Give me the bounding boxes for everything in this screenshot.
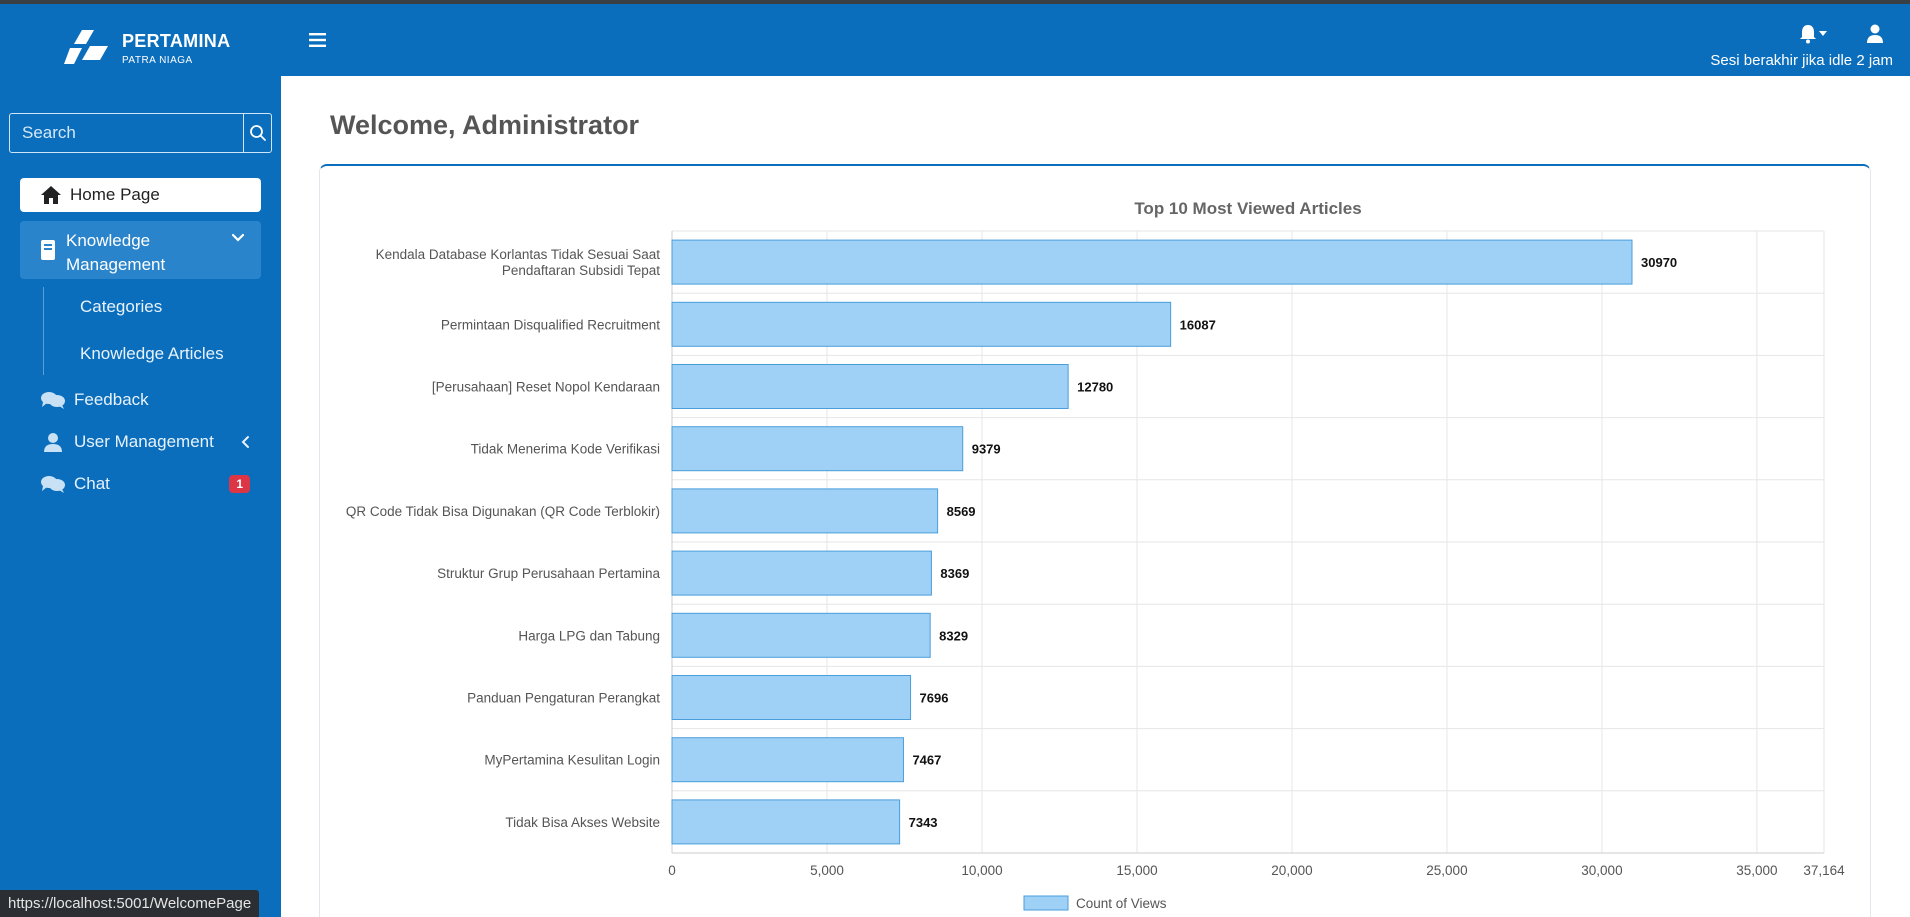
brand-logo[interactable]: PERTAMINA PATRA NIAGA xyxy=(64,28,230,68)
sidebar-item-label: Home Page xyxy=(70,185,160,204)
browser-status-url: https://localhost:5001/WelcomePage xyxy=(0,890,260,917)
chat-unread-badge: 1 xyxy=(229,475,250,493)
data-label: 7467 xyxy=(912,753,941,768)
bar xyxy=(671,364,1069,409)
sidebar-item-categories[interactable]: Categories xyxy=(80,297,163,316)
sidebar-item-knowledge-articles[interactable]: Knowledge Articles xyxy=(80,344,224,363)
sidebar-item-chat[interactable]: Chat 1 xyxy=(40,474,250,494)
data-label: 8329 xyxy=(939,628,968,643)
x-tick-label: 25,000 xyxy=(1426,863,1467,878)
hamburger-icon xyxy=(309,33,326,47)
data-label: 12780 xyxy=(1077,380,1113,395)
sidebar-item-knowledge-management[interactable]: Knowledge Management xyxy=(20,221,261,279)
window-top-strip xyxy=(0,0,1910,4)
menu-toggle-button[interactable] xyxy=(309,32,327,53)
bar xyxy=(671,550,932,596)
bell-icon xyxy=(1800,25,1816,44)
bar xyxy=(671,799,901,845)
category-label: MyPertamina Kesulitan Login xyxy=(484,753,660,768)
bar xyxy=(671,737,904,783)
x-tick-label: 20,000 xyxy=(1271,863,1312,878)
category-label: QR Code Tidak Bisa Digunakan (QR Code Te… xyxy=(346,504,660,519)
chart-card: Top 10 Most Viewed Articles 30970 Kendala … xyxy=(319,164,1871,917)
category-label: Pendaftaran Subsidi Tepat xyxy=(502,263,660,278)
sidebar-item-user-management[interactable]: User Management xyxy=(40,432,250,452)
sidebar-item-label: User Management xyxy=(74,432,214,451)
book-icon xyxy=(41,240,55,260)
bar xyxy=(671,488,939,534)
search-button[interactable] xyxy=(243,114,271,152)
x-tick-label: 30,000 xyxy=(1581,863,1622,878)
x-tick-label: 0 xyxy=(668,863,676,878)
bar xyxy=(671,301,1172,347)
x-tick-label: 37,164 xyxy=(1803,863,1845,878)
legend-label: Count of Views xyxy=(1076,896,1167,911)
chevron-left-icon xyxy=(241,436,249,448)
submenu-rail xyxy=(43,287,44,375)
x-tick-label: 35,000 xyxy=(1736,863,1777,878)
chat-icon xyxy=(41,476,65,493)
sidebar: PERTAMINA PATRA NIAGA Home Page Knowledg… xyxy=(0,4,281,917)
sidebar-search xyxy=(9,113,272,153)
legend-swatch xyxy=(1023,895,1069,911)
category-label: Panduan Pengaturan Perangkat xyxy=(467,691,660,706)
data-label: 8369 xyxy=(940,566,969,581)
sidebar-item-label: Chat xyxy=(74,474,110,493)
brand-subtitle: PATRA NIAGA xyxy=(122,54,193,66)
category-label: Struktur Grup Perusahaan Pertamina xyxy=(437,566,660,581)
bar xyxy=(671,426,964,472)
notifications-dropdown[interactable] xyxy=(1799,24,1827,44)
data-label: 8569 xyxy=(947,504,976,519)
brand-name: PERTAMINA xyxy=(122,30,231,51)
x-tick-label: 15,000 xyxy=(1116,863,1157,878)
sidebar-item-label: Feedback xyxy=(74,390,149,409)
page-title: Welcome, Administrator xyxy=(330,110,640,140)
category-label: Harga LPG dan Tabung xyxy=(518,628,660,643)
sidebar-item-home[interactable]: Home Page xyxy=(20,178,261,212)
sidebar-item-label: Knowledge Management xyxy=(66,231,166,274)
category-label: [Perusahaan] Reset Nopol Kendaraan xyxy=(432,380,660,395)
category-label: Kendala Database Korlantas Tidak Sesuai … xyxy=(376,247,661,262)
chevron-down-icon xyxy=(231,233,245,242)
category-label: Permintaan Disqualified Recruitment xyxy=(441,317,660,332)
x-tick-label: 5,000 xyxy=(810,863,844,878)
data-label: 9379 xyxy=(972,442,1001,457)
bar xyxy=(671,239,1633,285)
bar xyxy=(671,612,931,658)
home-icon xyxy=(41,186,61,204)
sidebar-item-feedback[interactable]: Feedback xyxy=(40,390,250,410)
session-timeout-text: Sesi berakhir jika idle 2 jam xyxy=(1710,52,1893,69)
category-label: Tidak Menerima Kode Verifikasi xyxy=(471,442,660,457)
top-navbar: Sesi berakhir jika idle 2 jam xyxy=(281,4,1910,76)
user-menu-button[interactable] xyxy=(1866,24,1884,49)
caret-down-icon xyxy=(1819,31,1827,36)
x-tick-label: 10,000 xyxy=(961,863,1002,878)
user-icon xyxy=(44,433,62,452)
bar xyxy=(671,675,912,720)
data-label: 7343 xyxy=(909,815,938,830)
search-input[interactable] xyxy=(10,114,243,152)
chart-title: Top 10 Most Viewed Articles xyxy=(1134,199,1361,218)
category-label: Tidak Bisa Akses Website xyxy=(505,815,660,830)
top-articles-bar-chart: Top 10 Most Viewed Articles 30970 Kendala … xyxy=(346,199,1845,911)
comments-icon xyxy=(41,392,65,409)
pertamina-logo-icon xyxy=(64,28,114,68)
user-icon xyxy=(1867,24,1883,43)
data-label: 7696 xyxy=(920,691,949,706)
search-icon xyxy=(249,125,266,141)
data-label: 30970 xyxy=(1641,255,1677,270)
data-label: 16087 xyxy=(1180,317,1216,332)
